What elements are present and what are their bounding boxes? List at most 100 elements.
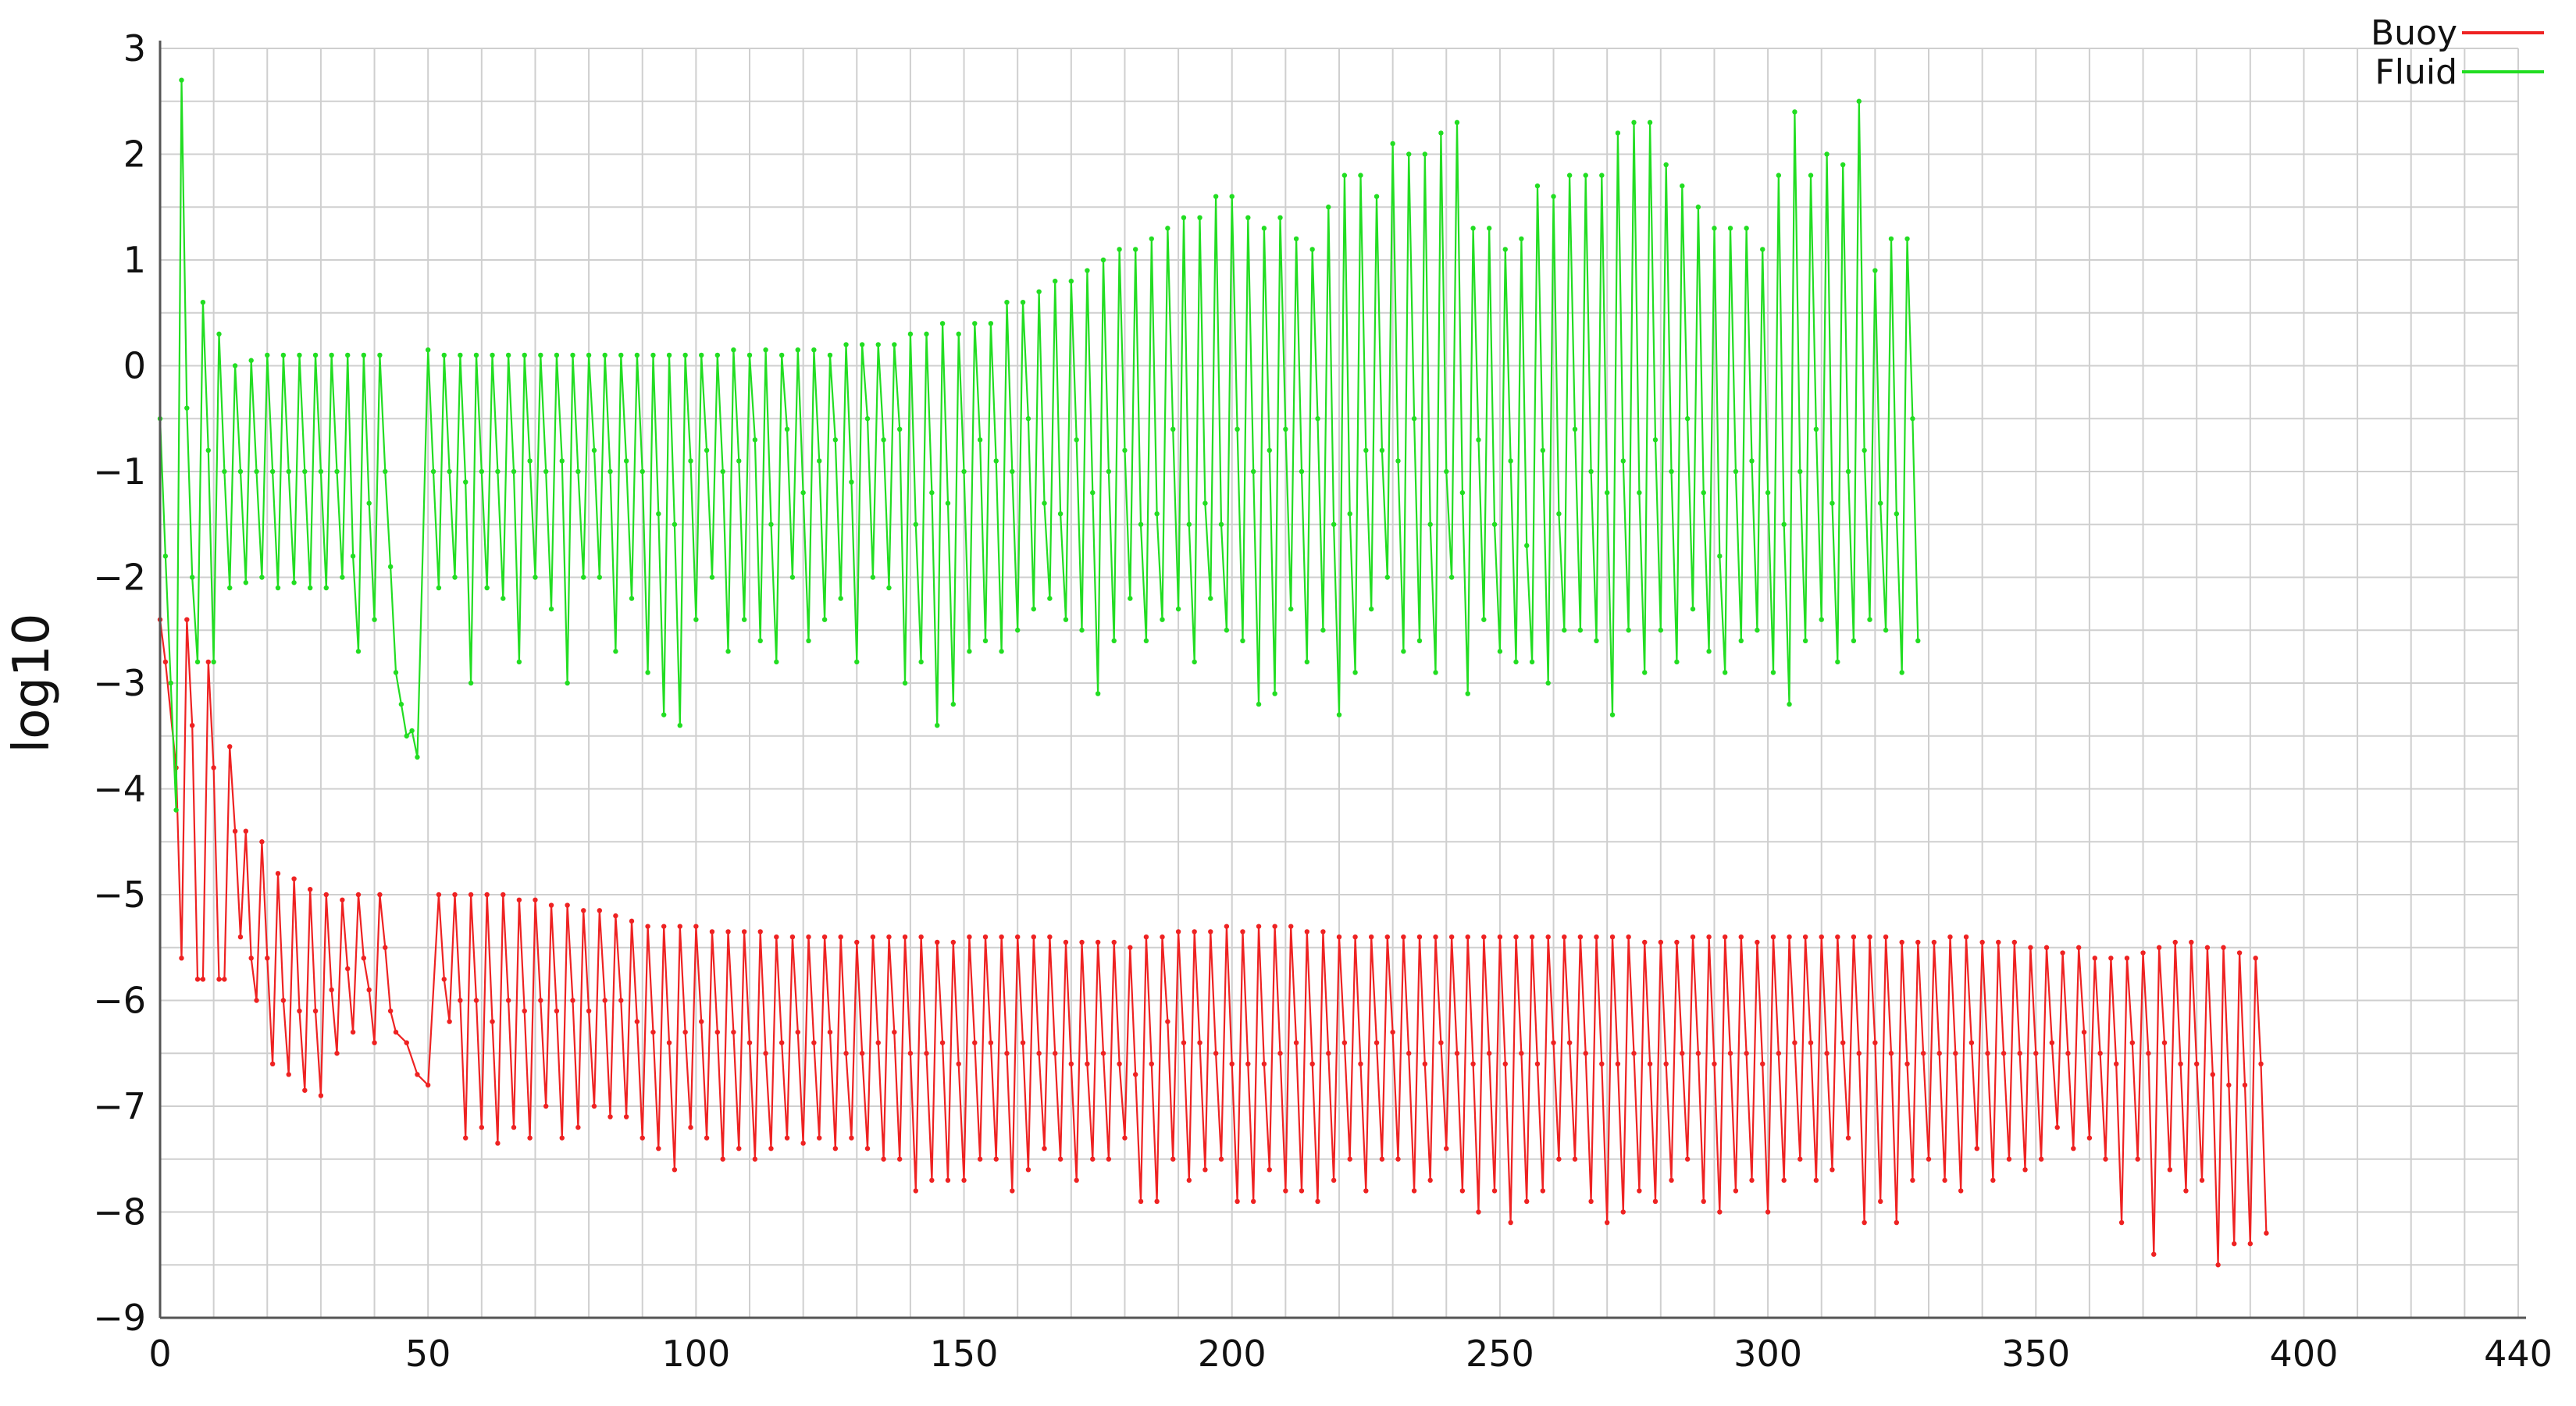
data-point-fluid <box>1250 468 1256 475</box>
data-point-buoy <box>1229 1061 1235 1067</box>
data-point-fluid <box>1760 247 1765 252</box>
data-point-fluid <box>1235 426 1240 432</box>
x-tick-label: 440 <box>2484 1333 2553 1375</box>
data-point-fluid <box>1363 447 1369 454</box>
data-point-buoy <box>548 902 554 908</box>
data-point-fluid <box>720 468 725 475</box>
data-point-buoy <box>2028 945 2033 950</box>
legend-label-buoy: Buoy <box>2371 13 2457 53</box>
data-point-buoy <box>1830 1167 1835 1173</box>
x-tick-label: 300 <box>1733 1333 1802 1375</box>
data-point-buoy <box>1160 934 1165 940</box>
data-point-buoy <box>237 934 244 940</box>
data-point-buoy <box>913 1188 918 1194</box>
data-point-buoy <box>1883 934 1889 940</box>
data-point-buoy <box>184 617 190 622</box>
data-point-buoy <box>1652 1198 1659 1205</box>
data-point-buoy <box>634 1019 640 1024</box>
data-point-buoy <box>677 924 682 929</box>
data-point-buoy <box>1427 1177 1433 1184</box>
data-point-fluid <box>1663 162 1669 168</box>
data-point-buoy <box>1272 924 1277 929</box>
data-point-buoy <box>1926 1156 1932 1162</box>
data-point-fluid <box>1599 173 1605 178</box>
data-point-fluid <box>1583 173 1588 178</box>
data-point-buoy <box>1406 1051 1412 1056</box>
y-tick-label: −1 <box>93 450 146 493</box>
data-point-buoy <box>1562 934 1567 940</box>
data-point-fluid <box>222 468 227 475</box>
series-line-fluid <box>159 79 1919 811</box>
data-point-buoy <box>2097 1051 2103 1056</box>
data-point-buoy <box>763 1051 768 1056</box>
data-point-buoy <box>827 1029 833 1035</box>
data-point-buoy <box>1363 1188 1369 1194</box>
data-point-fluid <box>548 606 554 612</box>
data-point-buoy <box>2183 1188 2189 1194</box>
data-point-buoy <box>1717 1209 1723 1215</box>
data-point-fluid <box>1261 226 1267 231</box>
data-point-fluid <box>827 352 833 358</box>
data-point-fluid <box>1733 468 1739 475</box>
data-point-fluid <box>864 416 871 422</box>
data-point-fluid <box>490 352 495 358</box>
data-point-fluid <box>1701 489 1706 496</box>
data-point-fluid <box>1165 226 1170 231</box>
data-point-buoy <box>232 828 238 834</box>
data-point-fluid <box>1309 247 1315 252</box>
data-point-buoy <box>565 902 570 908</box>
data-point-buoy <box>2258 1061 2264 1067</box>
data-point-buoy <box>1840 1040 1846 1045</box>
data-point-buoy <box>269 1061 276 1067</box>
data-point-fluid <box>1637 489 1642 496</box>
data-point-buoy <box>736 1146 742 1151</box>
data-point-buoy <box>768 1146 774 1151</box>
data-point-fluid <box>763 347 768 353</box>
data-point-fluid <box>425 347 431 353</box>
data-point-buoy <box>929 1177 935 1184</box>
data-point-fluid <box>436 585 442 591</box>
data-point-fluid <box>1797 468 1803 475</box>
data-point-fluid <box>1128 596 1133 601</box>
data-point-fluid <box>1095 691 1101 696</box>
data-point-buoy <box>1004 1051 1010 1056</box>
data-point-fluid <box>1626 628 1631 633</box>
data-point-fluid <box>1347 511 1352 517</box>
y-tick-label: 2 <box>123 133 146 176</box>
data-point-buoy <box>2065 1051 2071 1056</box>
data-point-buoy <box>918 934 924 940</box>
data-point-buoy <box>672 1167 678 1173</box>
data-point-buoy <box>838 934 843 940</box>
data-point-fluid <box>1240 638 1245 643</box>
data-point-fluid <box>849 479 854 485</box>
data-point-fluid <box>725 649 731 654</box>
data-point-buoy <box>746 1040 753 1045</box>
data-point-fluid <box>1744 226 1749 231</box>
data-point-fluid <box>211 659 216 665</box>
data-point-buoy <box>1545 934 1551 940</box>
data-point-buoy <box>1990 1177 1996 1184</box>
data-point-fluid <box>361 352 367 358</box>
legend: Buoy Fluid <box>2371 13 2544 92</box>
data-point-fluid <box>205 447 211 454</box>
data-point-fluid <box>832 437 839 443</box>
data-point-buoy <box>1374 1040 1380 1045</box>
data-point-buoy <box>1658 939 1664 945</box>
data-point-buoy <box>1663 1061 1669 1067</box>
data-point-fluid <box>988 321 994 326</box>
data-point-fluid <box>1454 119 1460 126</box>
x-tick-label: 250 <box>1466 1333 1534 1375</box>
data-point-buoy <box>559 1135 565 1141</box>
data-point-buoy <box>2075 945 2082 950</box>
data-point-buoy <box>623 1114 629 1119</box>
data-point-buoy <box>1202 1167 1208 1173</box>
data-point-buoy <box>1309 1061 1315 1067</box>
data-point-buoy <box>2146 1051 2151 1056</box>
data-point-fluid <box>334 468 340 475</box>
data-point-buoy <box>334 1051 340 1056</box>
data-point-fluid <box>479 468 485 475</box>
data-point-buoy <box>1969 1040 1975 1045</box>
data-point-buoy <box>1422 1061 1428 1067</box>
data-point-buoy <box>1733 1188 1739 1194</box>
data-point-buoy <box>1899 939 1904 945</box>
